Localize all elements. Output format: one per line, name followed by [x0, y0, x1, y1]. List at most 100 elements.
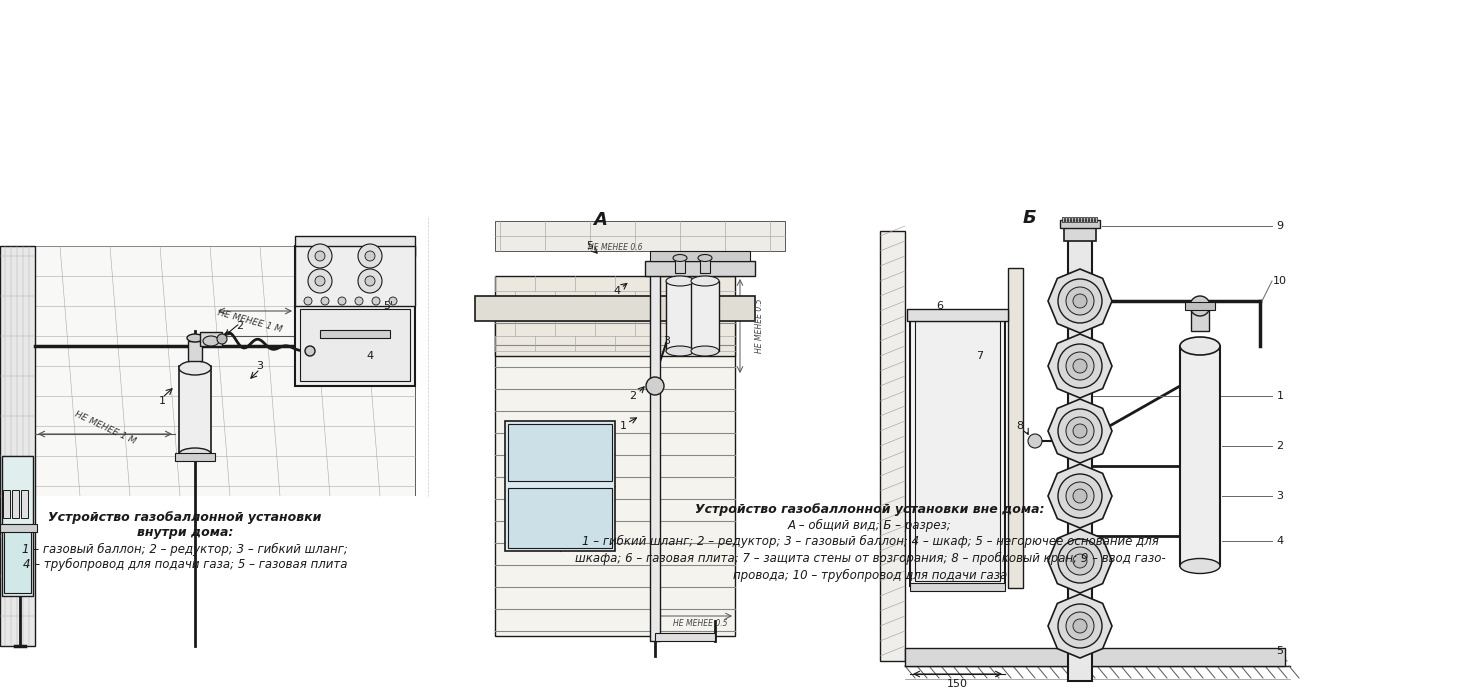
- Bar: [1180, 346, 1220, 566]
- Circle shape: [304, 297, 312, 305]
- Bar: [1064, 226, 1097, 241]
- Circle shape: [304, 346, 315, 356]
- Bar: [1064, 217, 1067, 222]
- Circle shape: [1066, 352, 1094, 380]
- Bar: [1095, 217, 1098, 222]
- Circle shape: [309, 269, 332, 293]
- Text: 1 – гибкий шланг; 2 – редуктор; 3 – газовый баллон; 4 – шкаф; 5 – негорючее осно: 1 – гибкий шланг; 2 – редуктор; 3 – газо…: [582, 535, 1158, 548]
- Bar: [910, 316, 1005, 586]
- Circle shape: [1073, 359, 1086, 373]
- Circle shape: [359, 269, 382, 293]
- Text: 150: 150: [947, 679, 967, 689]
- Ellipse shape: [179, 448, 212, 460]
- Circle shape: [1073, 294, 1086, 308]
- Bar: [1092, 217, 1095, 222]
- Bar: [431, 496, 1470, 696]
- Bar: [445, 206, 835, 666]
- Bar: [495, 276, 735, 356]
- Circle shape: [1066, 287, 1094, 315]
- Text: 5: 5: [587, 241, 594, 251]
- Bar: [0, 496, 431, 696]
- Bar: [1072, 217, 1073, 222]
- Bar: [907, 309, 1008, 321]
- Polygon shape: [1048, 594, 1111, 658]
- Circle shape: [1073, 424, 1086, 438]
- Text: 4: 4: [1276, 536, 1283, 546]
- Bar: [1185, 302, 1216, 310]
- Text: 3: 3: [256, 361, 263, 371]
- Ellipse shape: [673, 255, 686, 262]
- Text: 5: 5: [1276, 646, 1283, 656]
- Circle shape: [1073, 489, 1086, 503]
- Bar: [21, 490, 28, 518]
- Bar: [0, 524, 37, 532]
- Text: НЕ МЕНЕЕ 0.6: НЕ МЕНЕЕ 0.6: [588, 242, 642, 251]
- Ellipse shape: [179, 361, 212, 375]
- Circle shape: [1066, 417, 1094, 445]
- Text: Устройство газобаллонной установки вне дома:: Устройство газобаллонной установки вне д…: [695, 503, 1045, 516]
- Bar: [509, 488, 612, 548]
- Bar: [295, 246, 415, 386]
- Bar: [1069, 217, 1070, 222]
- Bar: [1061, 217, 1064, 222]
- Bar: [650, 271, 660, 641]
- Bar: [200, 332, 222, 346]
- Circle shape: [359, 244, 382, 268]
- Bar: [1078, 217, 1079, 222]
- Text: НЕ МЕНЕЕ 1 М: НЕ МЕНЕЕ 1 М: [216, 308, 284, 334]
- Bar: [295, 236, 415, 256]
- Circle shape: [315, 276, 325, 286]
- Circle shape: [315, 251, 325, 261]
- Circle shape: [1058, 279, 1102, 323]
- Circle shape: [645, 377, 664, 395]
- Text: 10: 10: [1273, 276, 1288, 286]
- Bar: [4, 528, 31, 593]
- Text: 1 – газовый баллон; 2 – редуктор; 3 – гибкий шланг;
4 – трубопровод для подачи г: 1 – газовый баллон; 2 – редуктор; 3 – ги…: [22, 543, 348, 571]
- Bar: [910, 583, 1005, 591]
- Circle shape: [1073, 554, 1086, 568]
- Bar: [1083, 217, 1085, 222]
- Bar: [1086, 217, 1088, 222]
- Ellipse shape: [1180, 337, 1220, 355]
- Bar: [1, 456, 32, 596]
- Ellipse shape: [1180, 558, 1220, 574]
- Text: 1: 1: [619, 421, 626, 431]
- Text: НЕ МЕНЕЕ 0.5: НЕ МЕНЕЕ 0.5: [673, 619, 728, 628]
- Circle shape: [1058, 604, 1102, 648]
- Bar: [1060, 220, 1100, 228]
- Bar: [700, 259, 710, 273]
- Bar: [1089, 217, 1092, 222]
- Bar: [320, 330, 390, 338]
- Bar: [300, 309, 410, 381]
- Circle shape: [1028, 434, 1042, 448]
- Circle shape: [1073, 619, 1086, 633]
- Bar: [175, 453, 215, 461]
- Ellipse shape: [187, 334, 203, 342]
- Circle shape: [365, 251, 375, 261]
- Bar: [509, 424, 612, 481]
- Bar: [914, 321, 1000, 581]
- Bar: [12, 490, 19, 518]
- Bar: [295, 246, 415, 306]
- Ellipse shape: [666, 346, 694, 356]
- Polygon shape: [1048, 334, 1111, 398]
- Bar: [475, 296, 756, 321]
- Circle shape: [320, 297, 329, 305]
- Polygon shape: [1048, 399, 1111, 463]
- Bar: [1069, 221, 1092, 681]
- Ellipse shape: [698, 255, 711, 262]
- Bar: [675, 259, 685, 273]
- Text: 4: 4: [613, 286, 620, 296]
- Bar: [1075, 217, 1076, 222]
- Bar: [0, 206, 415, 496]
- Ellipse shape: [203, 336, 219, 346]
- Circle shape: [354, 297, 363, 305]
- Bar: [666, 281, 694, 351]
- Circle shape: [372, 297, 381, 305]
- Ellipse shape: [666, 276, 694, 286]
- Polygon shape: [29, 246, 415, 496]
- Bar: [495, 221, 785, 251]
- Text: 3: 3: [1276, 491, 1283, 501]
- Bar: [650, 251, 750, 261]
- Text: 2: 2: [237, 321, 244, 331]
